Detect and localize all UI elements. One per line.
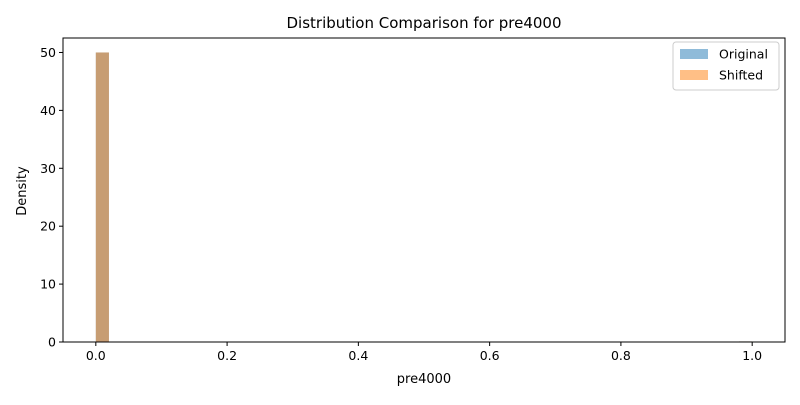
legend-swatch-original (680, 49, 708, 59)
x-tick-label: 0.0 (86, 348, 106, 363)
legend-swatch-shifted (680, 70, 708, 80)
x-tick-label: 0.2 (217, 348, 237, 363)
y-axis-label: Density (15, 166, 30, 216)
y-tick-label: 40 (40, 103, 56, 118)
y-tick-label: 20 (40, 219, 56, 234)
histogram-bar-shifted-0 (95, 52, 109, 342)
x-tick-label: 0.6 (480, 348, 500, 363)
y-tick-label: 10 (40, 277, 56, 292)
x-axis-label: pre4000 (397, 372, 451, 387)
chart-title: Distribution Comparison for pre4000 (286, 14, 561, 32)
plot-frame (62, 37, 786, 343)
axes-layer: 0.0 0.2 0.4 0.6 0.8 1.0 0 10 20 30 40 50 (40, 37, 786, 363)
legend-label-original: Original (719, 47, 768, 62)
y-tick-label: 30 (40, 161, 56, 176)
x-tick-label: 1.0 (742, 348, 762, 363)
y-tick-label: 50 (40, 45, 56, 60)
x-tick-label: 0.8 (611, 348, 631, 363)
legend: Original Shifted (672, 41, 780, 91)
legend-label-shifted: Shifted (719, 68, 763, 83)
y-tick-label: 0 (48, 335, 56, 350)
bars-layer (95, 52, 753, 343)
x-tick-label: 0.4 (348, 348, 368, 363)
